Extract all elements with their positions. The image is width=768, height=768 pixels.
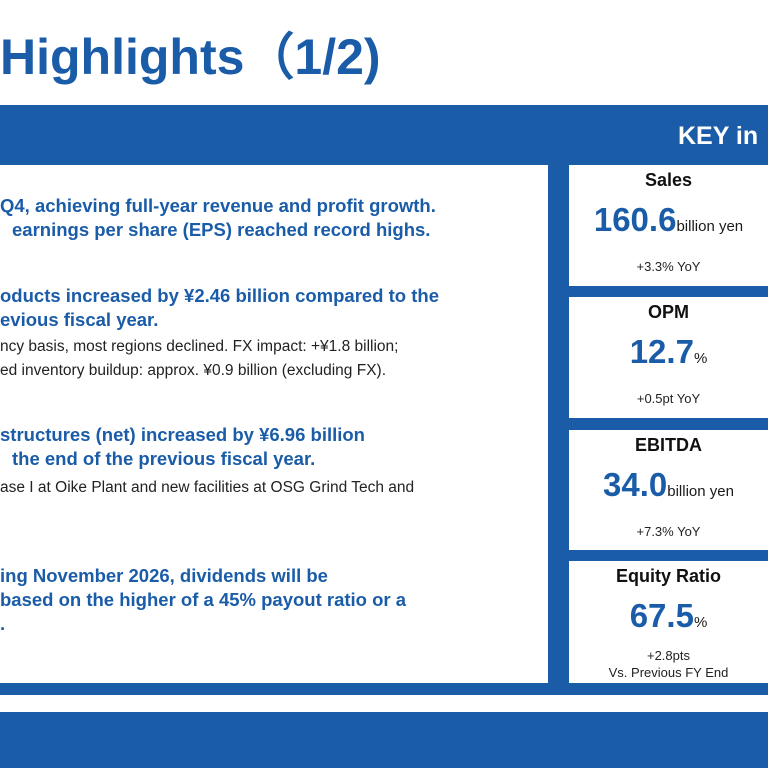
kpi-unit: % [693, 614, 708, 631]
kpi-number: 160.6 [593, 201, 677, 238]
highlight-item: oducts increased by ¥2.46 billion compar… [0, 284, 548, 383]
highlight-detail: ed inventory buildup: approx. ¥0.9 billi… [0, 362, 387, 379]
page-title: Highlights（1/2) [0, 29, 381, 85]
kpi-change: +0.5pt YoY [636, 391, 701, 406]
kpi-label: Equity Ratio [615, 566, 721, 586]
highlight-line: . [0, 613, 6, 634]
kpi-change: +7.3% YoY [636, 524, 701, 539]
kpi-card-equity-ratio: Equity Ratio 67.5% +2.8pts Vs. Previous … [569, 561, 768, 683]
highlight-line: structures (net) increased by ¥6.96 bill… [0, 424, 365, 445]
kpi-label: Sales [644, 170, 693, 190]
key-indicators-header: KEY in [678, 122, 759, 150]
highlight-line: Q4, achieving full-year revenue and prof… [0, 195, 436, 216]
kpi-label: OPM [647, 302, 689, 322]
highlight-item: ing November 2026, dividends will be bas… [0, 564, 548, 636]
kpi-change: +3.3% YoY [636, 259, 701, 274]
footer-bar [0, 712, 768, 768]
highlight-item: Q4, achieving full-year revenue and prof… [0, 194, 548, 242]
highlight-line: the end of the previous fiscal year. [12, 448, 316, 469]
highlight-line: earnings per share (EPS) reached record … [12, 219, 431, 240]
kpi-unit: % [693, 350, 708, 367]
highlight-detail: ase I at Oike Plant and new facilities a… [0, 479, 415, 496]
kpi-change: +2.8pts [646, 648, 690, 663]
kpi-number: 67.5 [629, 597, 694, 634]
kpi-value: 67.5% [569, 597, 768, 635]
kpi-card-ebitda: EBITDA 34.0billion yen +7.3% YoY [569, 430, 768, 550]
highlight-line: ing November 2026, dividends will be [0, 565, 328, 586]
kpi-number: 34.0 [603, 466, 668, 503]
kpi-number: 12.7 [629, 333, 694, 370]
kpi-value: 12.7% [569, 333, 768, 371]
highlights-box: Q4, achieving full-year revenue and prof… [0, 165, 548, 683]
kpi-unit: billion yen [667, 483, 734, 500]
kpi-value: 34.0billion yen [569, 466, 768, 504]
highlight-detail: ncy basis, most regions declined. FX imp… [0, 338, 399, 355]
kpi-label: EBITDA [635, 435, 702, 455]
highlight-item: structures (net) increased by ¥6.96 bill… [0, 423, 548, 500]
kpi-card-sales: Sales 160.6billion yen +3.3% YoY [569, 165, 768, 286]
kpi-change-basis: Vs. Previous FY End [608, 665, 729, 680]
kpi-unit: billion yen [676, 218, 744, 235]
kpi-card-opm: OPM 12.7% +0.5pt YoY [569, 297, 768, 418]
highlight-line: oducts increased by ¥2.46 billion compar… [0, 285, 439, 306]
highlight-line: evious fiscal year. [0, 309, 159, 330]
kpi-value: 160.6billion yen [569, 201, 768, 239]
highlight-line: based on the higher of a 45% payout rati… [0, 589, 407, 610]
